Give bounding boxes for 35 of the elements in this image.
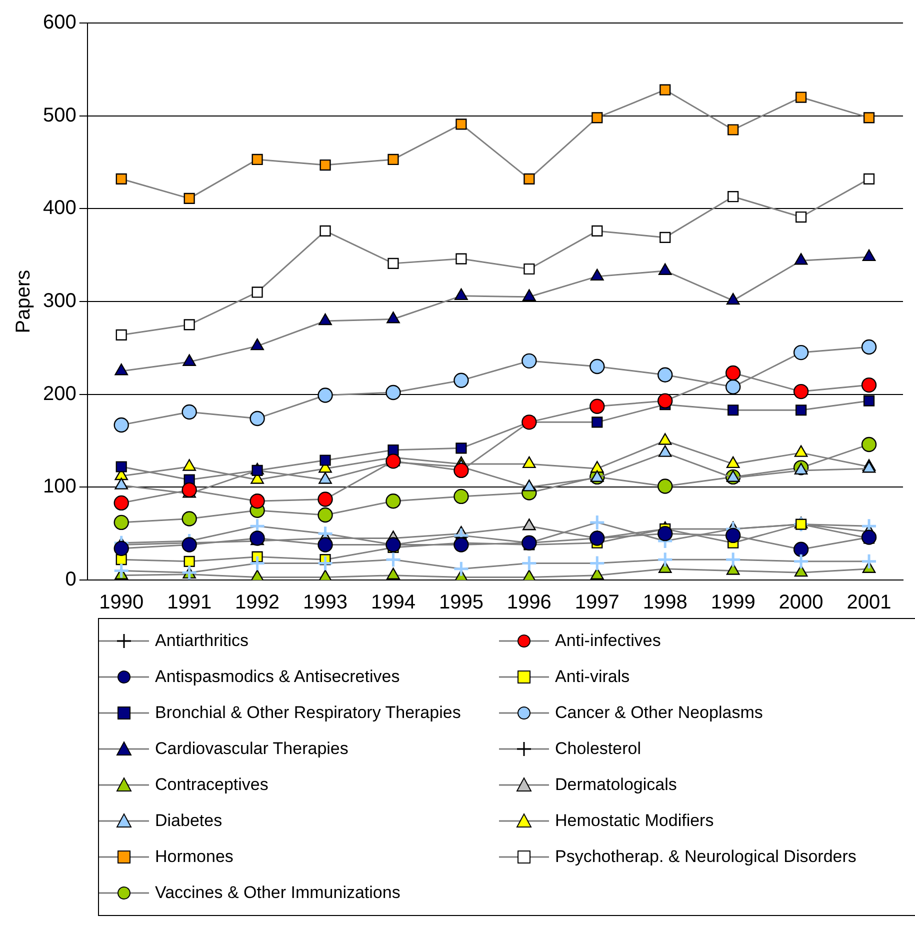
- legend-label: Contraceptives: [155, 775, 268, 795]
- y-tick-label: 500: [42, 104, 76, 126]
- legend-label: Antiarthritics: [155, 631, 249, 651]
- legend-label: Bronchial & Other Respiratory Therapies: [155, 703, 461, 723]
- legend-label: Anti-infectives: [555, 631, 661, 651]
- legend-label: Diabetes: [155, 811, 222, 831]
- legend-label: Hormones: [155, 847, 234, 867]
- x-tick-label: 1993: [303, 592, 348, 614]
- x-tick-label: 1997: [574, 592, 620, 614]
- x-tick-label: 2000: [778, 592, 824, 614]
- x-tick-label: 1995: [438, 592, 484, 614]
- legend-label: Anti-virals: [555, 667, 630, 687]
- y-tick-label: 200: [42, 382, 76, 405]
- legend-label: Cholesterol: [555, 739, 641, 759]
- x-tick-label: 2001: [846, 592, 892, 614]
- y-tick-label: 100: [42, 476, 76, 498]
- x-tick-label: 1990: [99, 592, 144, 614]
- y-tick-label: 300: [42, 290, 76, 312]
- legend-label: Psychotherap. & Neurological Disorders: [555, 847, 856, 867]
- x-tick-label: 1998: [642, 592, 688, 614]
- legend-label: Hemostatic Modifiers: [555, 811, 714, 831]
- x-tick-label: 1991: [167, 592, 212, 614]
- x-tick-label: 1994: [370, 592, 416, 614]
- legend-label: Cancer & Other Neoplasms: [555, 703, 763, 723]
- x-tick-label: 1999: [710, 592, 756, 614]
- y-tick-label: 400: [42, 197, 76, 220]
- legend-label: Antispasmodics & Antisecretives: [155, 667, 400, 687]
- legend-label: Dermatologicals: [555, 775, 677, 795]
- y-tick-label: 0: [65, 568, 76, 591]
- legend-label: Cardiovascular Therapies: [155, 739, 348, 759]
- y-axis-title: Papers: [12, 270, 35, 334]
- x-tick-label: 1992: [235, 592, 280, 614]
- legend-label: Vaccines & Other Immunizations: [155, 883, 400, 903]
- y-tick-label: 600: [42, 12, 76, 34]
- x-tick-label: 1996: [506, 592, 552, 614]
